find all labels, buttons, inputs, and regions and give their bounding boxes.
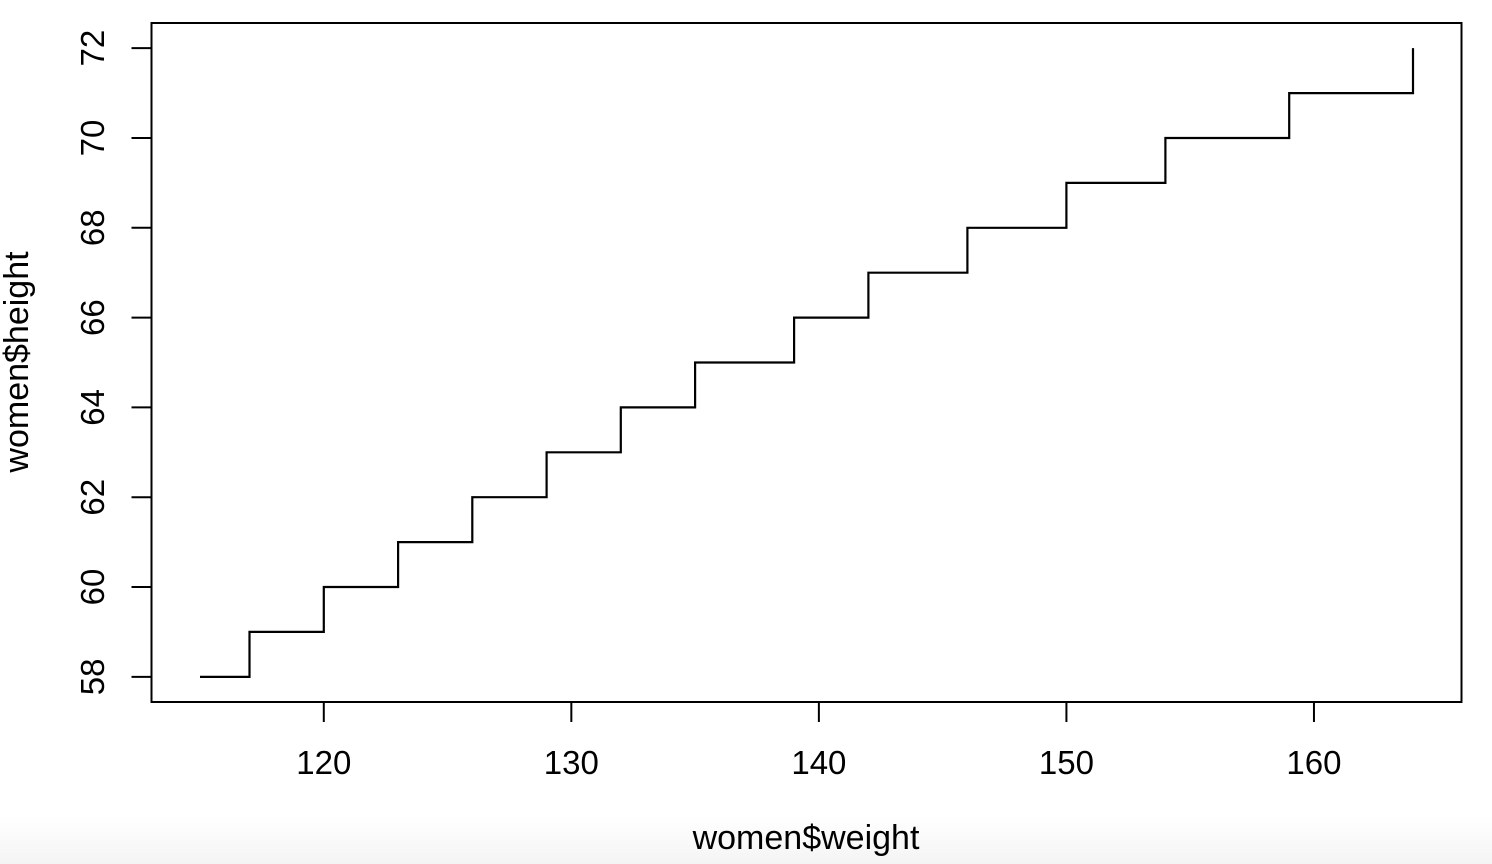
x-tick-label: 140: [791, 744, 846, 781]
y-axis-title: women$height: [0, 251, 36, 474]
x-tick-label: 130: [544, 744, 599, 781]
data-step-line: [200, 48, 1415, 678]
y-tick-label: 62: [74, 479, 111, 516]
y-tick-label: 66: [74, 299, 111, 336]
x-tick-label: 120: [296, 744, 351, 781]
x-axis-title: women$weight: [692, 819, 920, 857]
y-tick-label: 70: [74, 120, 111, 157]
y-tick-label: 68: [74, 209, 111, 246]
y-tick-label: 64: [74, 389, 111, 426]
x-tick-label: 150: [1039, 744, 1094, 781]
plot-box: [150, 22, 1463, 703]
y-tick-label: 72: [74, 30, 111, 67]
y-tick-label: 60: [74, 569, 111, 606]
y-tick-label: 58: [74, 658, 111, 695]
x-tick-label: 160: [1286, 744, 1341, 781]
